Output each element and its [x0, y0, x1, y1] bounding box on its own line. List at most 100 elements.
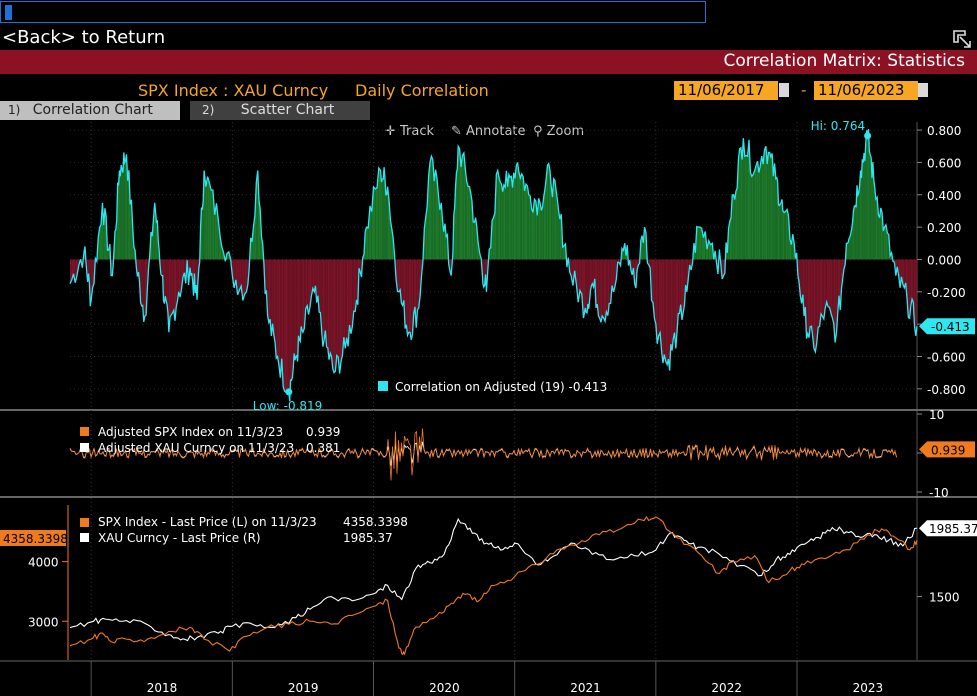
correlation-area-segment: [775, 177, 777, 260]
correlation-area-segment: [301, 259, 303, 331]
tab-correlation-chart[interactable]: 1) Correlation Chart: [0, 101, 180, 120]
legend-value: 0.381: [306, 441, 340, 455]
correlation-area-segment: [862, 159, 864, 260]
last-value-label: 0.939: [931, 443, 965, 457]
command-line-input[interactable]: [0, 1, 706, 23]
correlation-area-segment: [750, 172, 752, 260]
last-value-label: -0.413: [931, 320, 970, 334]
track-tool[interactable]: ✛ Track: [385, 124, 434, 139]
correlation-area-segment: [806, 259, 808, 339]
correlation-area-segment: [150, 232, 153, 260]
correlation-area-segment: [779, 203, 781, 260]
correlation-area-segment: [767, 152, 769, 260]
correlation-area-segment: [492, 217, 494, 260]
correlation-area-segment: [497, 170, 499, 260]
correlation-area-segment: [818, 259, 820, 328]
correlation-area-segment: [339, 259, 342, 374]
correlation-area-segment: [284, 259, 286, 393]
correlation-area-segment: [413, 259, 415, 314]
correlation-area-segment: [417, 259, 419, 310]
correlation-area-segment: [204, 170, 206, 260]
correlation-area-segment: [861, 159, 863, 260]
end-date-field[interactable]: 11/06/2023: [814, 81, 918, 100]
y-tick-label: 0.600: [927, 156, 961, 170]
correlation-area-segment: [669, 259, 671, 371]
correlation-area-segment: [511, 176, 513, 260]
correlation-area-segment: [658, 259, 661, 336]
correlation-area-segment: [314, 259, 316, 292]
x-tick-label: 2019: [288, 681, 319, 695]
correlation-area-segment: [516, 162, 518, 260]
correlation-area-segment: [784, 211, 786, 260]
correlation-area-segment: [456, 168, 458, 260]
correlation-area-segment: [506, 170, 508, 260]
correlation-area-segment: [710, 243, 713, 260]
correlation-area-segment: [816, 259, 819, 343]
correlation-area-segment: [782, 199, 783, 260]
correlation-area-segment: [547, 163, 549, 260]
track-label: Track: [400, 124, 435, 139]
correlation-area-segment: [804, 259, 806, 317]
correlation-area-segment: [787, 209, 789, 260]
correlation-area-segment: [815, 259, 817, 352]
correlation-area-segment: [871, 157, 873, 260]
correlation-area-segment: [554, 180, 557, 260]
correlation-area-segment: [291, 259, 293, 381]
correlation-area-segment: [285, 259, 288, 394]
title-bar: Correlation Matrix: Statistics: [0, 50, 977, 74]
correlation-area-segment: [140, 259, 142, 306]
correlation-area-segment: [439, 202, 442, 260]
date-separator: -: [801, 81, 807, 99]
correlation-area-segment: [458, 146, 460, 260]
y-tick-label: 1500: [929, 591, 960, 605]
correlation-area-segment: [201, 207, 203, 260]
annotate-tool[interactable]: ✎ Annotate: [451, 124, 526, 139]
legend-swatch: [80, 518, 89, 527]
correlation-area-segment: [382, 178, 384, 260]
correlation-area-segment: [121, 165, 123, 260]
low-label: Low: -0.819: [253, 399, 323, 413]
correlation-area-segment: [124, 160, 126, 260]
x-tick-label: 2021: [570, 681, 601, 695]
correlation-area-segment: [849, 233, 851, 260]
correlation-area-segment: [207, 176, 210, 260]
correlation-area-segment: [428, 162, 430, 260]
zoom-tool[interactable]: ⚲ Zoom: [533, 124, 584, 139]
correlation-area-segment: [435, 169, 438, 260]
correlation-area-segment: [751, 174, 754, 260]
correlation-area-segment: [590, 259, 592, 290]
correlation-area-segment: [586, 259, 588, 313]
correlation-area-segment: [375, 187, 378, 260]
tab-scatter-chart[interactable]: 2) Scatter Chart: [190, 101, 370, 120]
correlation-area-segment: [214, 203, 217, 260]
correlation-area-segment: [606, 259, 608, 316]
end-calendar-icon[interactable]: [918, 83, 928, 97]
correlation-area-segment: [294, 259, 295, 361]
correlation-area-segment: [668, 259, 670, 371]
correlation-area-segment: [740, 147, 743, 260]
security-pair[interactable]: SPX Index : XAU Curncy: [138, 81, 329, 100]
spx-price-line: [69, 515, 918, 656]
correlation-area-segment: [384, 167, 385, 260]
correlation-area-segment: [744, 155, 747, 260]
correlation-area-segment: [288, 259, 290, 402]
correlation-area-segment: [739, 147, 741, 260]
y-tick-label: -0.600: [927, 350, 966, 364]
popout-icon[interactable]: [952, 29, 972, 49]
correlation-area-segment: [300, 259, 302, 342]
correlation-area-segment: [908, 259, 910, 319]
correlation-area-segment: [746, 155, 748, 260]
correlation-area-segment: [178, 259, 181, 298]
correlation-mode[interactable]: Daily Correlation: [355, 81, 489, 100]
correlation-area-segment: [503, 184, 506, 260]
correlation-area-segment: [389, 200, 391, 260]
back-link[interactable]: <Back> to Return: [2, 27, 166, 48]
correlation-area-segment: [549, 170, 552, 260]
correlation-area-segment: [524, 184, 526, 260]
correlation-area-segment: [879, 207, 881, 260]
start-date-field[interactable]: 11/06/2017: [674, 81, 778, 100]
legend-value: 4358.3398: [343, 515, 408, 529]
correlation-area-segment: [473, 221, 475, 260]
start-calendar-icon[interactable]: [779, 83, 789, 97]
